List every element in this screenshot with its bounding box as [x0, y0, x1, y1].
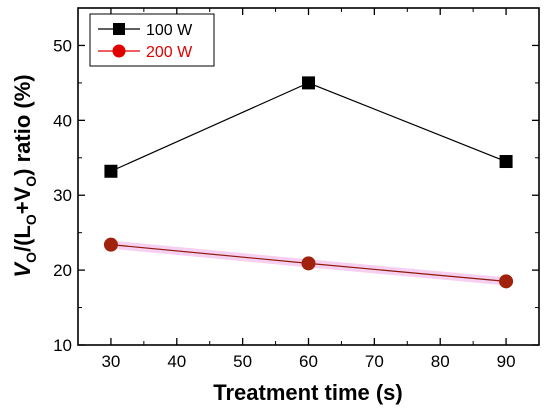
- x-tick-label: 80: [431, 352, 450, 371]
- x-tick-label: 70: [365, 352, 384, 371]
- x-tick-label: 50: [233, 352, 252, 371]
- legend-marker-200w: [112, 44, 126, 58]
- y-tick-label: 10: [53, 336, 72, 355]
- legend-box: [89, 13, 215, 67]
- y-tick-label: 30: [53, 186, 72, 205]
- x-axis-title: Treatment time (s): [213, 380, 403, 405]
- x-tick-label: 30: [101, 352, 120, 371]
- y-tick-label: 20: [53, 261, 72, 280]
- data-point-100w: [302, 76, 315, 90]
- x-tick-label: 60: [299, 352, 318, 371]
- data-point-100w: [499, 155, 513, 169]
- legend-marker-100w: [113, 23, 125, 35]
- legend-label-100w: 100 W: [146, 22, 193, 39]
- data-point-200w: [301, 256, 316, 271]
- data-point-200w: [103, 237, 118, 252]
- data-point-100w: [104, 164, 118, 178]
- y-tick-label: 40: [53, 111, 72, 130]
- series-line-100w: [110, 82, 507, 172]
- data-point-200w: [499, 274, 514, 289]
- y-axis-title: VO/(LO+VO) ratio (%): [10, 74, 39, 277]
- y-tick-label: 50: [53, 36, 72, 55]
- x-tick-label: 40: [167, 352, 186, 371]
- legend: 100 W 200 W: [89, 13, 215, 67]
- legend-label-200w: 200 W: [146, 44, 193, 61]
- x-tick-label: 90: [497, 352, 516, 371]
